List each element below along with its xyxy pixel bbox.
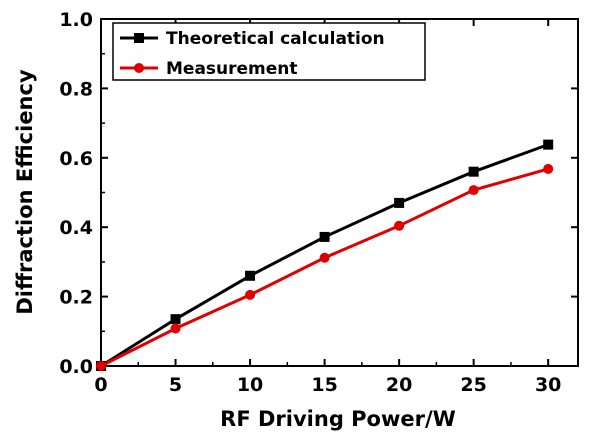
data-point-circle bbox=[245, 289, 256, 300]
y-tick-label: 0.4 bbox=[59, 217, 93, 239]
series-line bbox=[100, 167, 549, 368]
legend: Theoretical calculation Measurement bbox=[112, 22, 426, 81]
data-point-circle bbox=[468, 185, 479, 196]
legend-swatch-marker bbox=[134, 63, 144, 73]
y-axis-title: Diffraction Efficiency bbox=[13, 69, 37, 315]
data-point-circle bbox=[170, 323, 181, 334]
y-tick-label: 0.8 bbox=[59, 78, 93, 100]
data-point-square bbox=[468, 166, 479, 177]
y-tick-label: 0.0 bbox=[59, 356, 93, 378]
data-point-square bbox=[319, 231, 330, 242]
data-point-square bbox=[170, 314, 181, 325]
axes: 0 5 10 15 20 25 30 0.0 0.2 0.4 0.6 0.8 1.0 bbox=[59, 9, 579, 396]
x-tick-label: 0 bbox=[94, 374, 107, 396]
x-tick-label: 20 bbox=[386, 374, 412, 396]
legend-label: Measurement bbox=[166, 59, 298, 79]
data-point-square bbox=[245, 270, 256, 281]
series-layer bbox=[96, 139, 554, 371]
legend-swatch-marker bbox=[134, 33, 144, 43]
data-point-circle bbox=[319, 252, 330, 263]
x-tick-label: 10 bbox=[237, 374, 263, 396]
data-point-square bbox=[394, 197, 405, 208]
series-2 bbox=[96, 163, 554, 371]
x-tick-label: 15 bbox=[311, 374, 337, 396]
data-point-circle bbox=[96, 361, 106, 371]
data-point-circle bbox=[394, 220, 405, 231]
data-point-square bbox=[543, 139, 554, 150]
x-tick-label: 30 bbox=[535, 374, 561, 396]
y-tick-label: 1.0 bbox=[59, 9, 93, 31]
x-tick-label: 5 bbox=[169, 374, 182, 396]
legend-label: Theoretical calculation bbox=[166, 29, 385, 49]
y-tick-label: 0.2 bbox=[59, 287, 93, 309]
y-tick-label: 0.6 bbox=[59, 148, 93, 170]
x-tick-label: 25 bbox=[460, 374, 486, 396]
legend-box bbox=[112, 22, 426, 81]
data-point-circle bbox=[543, 163, 554, 174]
x-axis-title: RF Driving Power/W bbox=[220, 407, 456, 431]
